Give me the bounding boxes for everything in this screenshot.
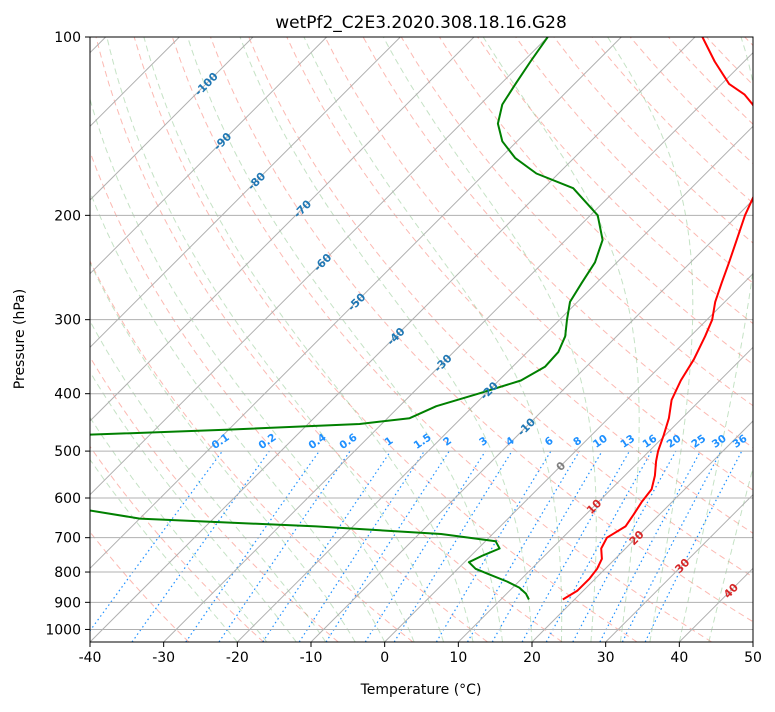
x-tick-label: -10 xyxy=(300,650,323,666)
y-tick-label: 300 xyxy=(54,313,81,329)
dry-adiabat-line xyxy=(668,37,775,642)
chart-title: wetPf2_C2E3.2020.308.18.16.G28 xyxy=(275,13,567,33)
x-tick-label: 40 xyxy=(670,650,688,666)
mixing-ratio-label: 36 xyxy=(731,433,750,451)
isotherm-line xyxy=(753,37,775,642)
y-tick-label: 1000 xyxy=(45,622,81,638)
isotherm-label: -100 xyxy=(192,70,221,99)
mixing-ratio-line xyxy=(468,451,580,642)
moist-adiabat-line xyxy=(608,37,693,642)
dry-adiabat-line xyxy=(592,37,775,642)
isotherm-line xyxy=(164,37,769,642)
isotherm-label: 0 xyxy=(554,459,569,474)
y-axis-label: Pressure (hPa) xyxy=(12,289,28,389)
mixing-ratio-line xyxy=(219,451,350,642)
mixing-ratio-label: 25 xyxy=(689,433,708,451)
moist-adiabat-line xyxy=(304,37,562,642)
mixing-ratio-line xyxy=(573,451,676,642)
x-tick-label: 30 xyxy=(597,650,615,666)
y-axis: 100 200 300 400 500 600 700 800 900 1000 xyxy=(45,30,90,638)
y-tick-label: 100 xyxy=(54,30,81,46)
isotherm-line xyxy=(458,37,775,642)
dry-adiabat-line xyxy=(745,37,775,642)
moist-adiabat-line xyxy=(0,37,237,642)
y-tick-label: 500 xyxy=(54,444,81,460)
x-tick-label: 10 xyxy=(449,650,467,666)
mixing-ratio-line xyxy=(522,451,629,642)
dry-adiabat-line xyxy=(0,37,189,642)
mixing-ratio-line xyxy=(600,451,701,642)
plot-frame xyxy=(90,37,753,642)
y-tick-label: 200 xyxy=(54,208,81,224)
dry-adiabat-line xyxy=(439,37,775,642)
y-tick-label: 600 xyxy=(54,491,81,507)
mixing-ratio-label: 0.1 xyxy=(210,431,232,452)
moist-adiabat-line xyxy=(483,37,639,642)
x-axis: -40 -30 -20 -10 0 10 20 30 40 50 xyxy=(79,642,762,666)
x-tick-label: 20 xyxy=(523,650,541,666)
mixing-ratio-line xyxy=(645,451,742,642)
dry-adiabat-line xyxy=(20,37,413,642)
x-tick-label: -40 xyxy=(79,650,102,666)
x-axis-label: Temperature (°C) xyxy=(360,682,482,698)
mixing-ratio-line xyxy=(132,451,269,642)
isotherm-line xyxy=(385,37,775,642)
isotherm-line xyxy=(0,37,400,642)
mixing-ratio-line xyxy=(263,451,391,642)
mixing-ratio-label: 16 xyxy=(640,433,659,451)
mixing-ratio-label: 8 xyxy=(571,435,584,449)
mixing-ratio-line xyxy=(82,451,223,642)
moist-adiabat-line xyxy=(22,37,355,642)
x-tick-label: 0 xyxy=(380,650,389,666)
mixing-ratio-label: 2 xyxy=(441,435,454,449)
isotherm-line xyxy=(0,37,474,642)
mixing-ratio-line xyxy=(394,451,512,642)
y-tick-label: 900 xyxy=(54,595,81,611)
x-tick-label: 50 xyxy=(744,650,762,666)
mixing-ratio-line xyxy=(299,451,424,642)
mixing-ratio-label: 3 xyxy=(477,435,490,449)
mixing-ratio-line xyxy=(365,451,485,642)
isotherm-label: -30 xyxy=(431,351,454,374)
dry-adiabat-line xyxy=(58,37,488,642)
y-tick-label: 400 xyxy=(54,387,81,403)
moist-adiabat-line xyxy=(188,37,503,642)
mixing-ratio-label: 6 xyxy=(543,435,556,449)
isotherm-label: -20 xyxy=(478,379,501,402)
moist-adiabat-line xyxy=(709,37,775,642)
isotherm-label: -60 xyxy=(311,251,334,274)
isotherm-line xyxy=(679,37,775,642)
isotherm-line xyxy=(0,37,327,642)
y-tick-label: 800 xyxy=(54,565,81,581)
y-tick-label: 700 xyxy=(54,531,81,547)
moist-adiabat-line xyxy=(0,37,296,642)
x-tick-label: -30 xyxy=(152,650,175,666)
mixing-ratio-label: 1 xyxy=(383,435,396,449)
dry-adiabat-line xyxy=(0,37,264,642)
dry-adiabat-line xyxy=(516,37,775,642)
dry-adiabat-line xyxy=(707,37,775,642)
mixing-ratio-label: 0.6 xyxy=(337,431,359,452)
isotherm-line xyxy=(0,37,253,642)
isotherm-label: -70 xyxy=(291,197,314,220)
dry-adiabat-line xyxy=(554,37,775,642)
x-tick-label: -20 xyxy=(226,650,249,666)
isotherm-line xyxy=(16,37,621,642)
mixing-ratio-line xyxy=(326,451,449,642)
mixing-ratio-label: 0.4 xyxy=(307,431,329,452)
mixing-ratio-label: 13 xyxy=(618,433,637,451)
mixing-ratio-label: 20 xyxy=(665,433,684,451)
isotherm-line xyxy=(237,37,775,642)
moist-adiabat-line xyxy=(144,37,473,642)
mixing-ratio-label: 10 xyxy=(591,433,610,451)
dry-adiabat-line xyxy=(0,37,338,642)
